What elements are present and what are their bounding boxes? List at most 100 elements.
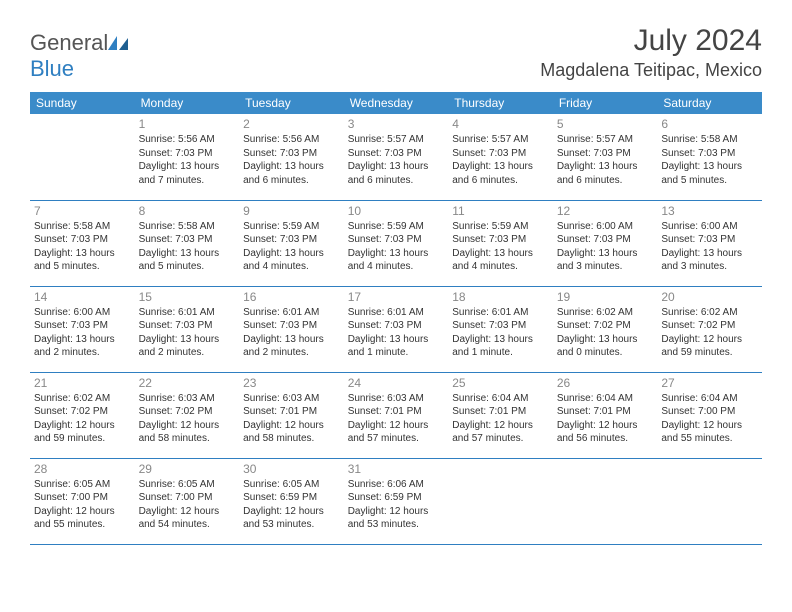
day-detail-line: Daylight: 13 hours and 2 minutes. [34,333,131,360]
day-detail-line: Sunrise: 6:03 AM [243,392,340,406]
day-detail-line: Daylight: 13 hours and 3 minutes. [557,247,654,274]
day-detail-line: Daylight: 13 hours and 2 minutes. [139,333,236,360]
day-detail-line: Sunrise: 5:59 AM [452,220,549,234]
calendar-day-cell: 25Sunrise: 6:04 AMSunset: 7:01 PMDayligh… [448,372,553,458]
day-header-row: Sunday Monday Tuesday Wednesday Thursday… [30,92,762,114]
day-detail-line: Sunset: 7:01 PM [243,405,340,419]
day-number: 23 [243,375,340,391]
day-detail-line: Sunrise: 6:03 AM [139,392,236,406]
calendar-day-cell: 4Sunrise: 5:57 AMSunset: 7:03 PMDaylight… [448,114,553,200]
calendar-day-cell: 21Sunrise: 6:02 AMSunset: 7:02 PMDayligh… [30,372,135,458]
calendar-table: Sunday Monday Tuesday Wednesday Thursday… [30,92,762,545]
day-number: 22 [139,375,236,391]
day-detail-line: Sunrise: 6:01 AM [348,306,445,320]
title-block: July 2024 Magdalena Teitipac, Mexico [540,24,762,81]
day-detail-line: Sunset: 6:59 PM [243,491,340,505]
calendar-week-row: 21Sunrise: 6:02 AMSunset: 7:02 PMDayligh… [30,372,762,458]
calendar-day-cell [30,114,135,200]
day-number: 8 [139,203,236,219]
day-detail-line: Sunrise: 5:57 AM [348,133,445,147]
calendar-day-cell: 20Sunrise: 6:02 AMSunset: 7:02 PMDayligh… [657,286,762,372]
day-detail-line: Sunset: 7:02 PM [557,319,654,333]
day-detail-line: Sunset: 7:03 PM [34,319,131,333]
calendar-week-row: 1Sunrise: 5:56 AMSunset: 7:03 PMDaylight… [30,114,762,200]
day-header: Friday [553,92,658,114]
day-header: Thursday [448,92,553,114]
page-header: General Blue July 2024 Magdalena Teitipa… [30,24,762,82]
day-detail-line: Sunset: 7:03 PM [452,319,549,333]
day-detail-line: Daylight: 13 hours and 5 minutes. [661,160,758,187]
day-detail-line: Sunrise: 5:57 AM [557,133,654,147]
day-detail-line: Sunset: 7:03 PM [34,233,131,247]
day-header: Saturday [657,92,762,114]
day-detail-line: Sunrise: 6:01 AM [139,306,236,320]
day-detail-line: Daylight: 13 hours and 1 minute. [348,333,445,360]
calendar-day-cell: 18Sunrise: 6:01 AMSunset: 7:03 PMDayligh… [448,286,553,372]
day-detail-line: Sunrise: 5:56 AM [139,133,236,147]
day-detail-line: Sunset: 7:03 PM [661,233,758,247]
day-detail-line: Sunset: 7:03 PM [557,147,654,161]
day-detail-line: Sunrise: 5:56 AM [243,133,340,147]
day-number: 12 [557,203,654,219]
day-number: 17 [348,289,445,305]
day-detail-line: Daylight: 13 hours and 4 minutes. [348,247,445,274]
calendar-body: 1Sunrise: 5:56 AMSunset: 7:03 PMDaylight… [30,114,762,544]
day-number: 7 [34,203,131,219]
day-number: 20 [661,289,758,305]
day-detail-line: Daylight: 12 hours and 54 minutes. [139,505,236,532]
calendar-day-cell: 15Sunrise: 6:01 AMSunset: 7:03 PMDayligh… [135,286,240,372]
day-number: 18 [452,289,549,305]
calendar-head: Sunday Monday Tuesday Wednesday Thursday… [30,92,762,114]
calendar-day-cell: 28Sunrise: 6:05 AMSunset: 7:00 PMDayligh… [30,458,135,544]
day-detail-line: Daylight: 13 hours and 6 minutes. [348,160,445,187]
day-number: 10 [348,203,445,219]
day-number: 24 [348,375,445,391]
day-number: 28 [34,461,131,477]
day-detail-line: Daylight: 13 hours and 4 minutes. [452,247,549,274]
calendar-day-cell: 3Sunrise: 5:57 AMSunset: 7:03 PMDaylight… [344,114,449,200]
day-header: Wednesday [344,92,449,114]
day-detail-line: Sunset: 7:00 PM [34,491,131,505]
day-detail-line: Daylight: 12 hours and 57 minutes. [348,419,445,446]
day-detail-line: Sunset: 7:03 PM [243,319,340,333]
calendar-day-cell: 1Sunrise: 5:56 AMSunset: 7:03 PMDaylight… [135,114,240,200]
logo: General Blue [30,24,128,82]
day-detail-line: Daylight: 13 hours and 7 minutes. [139,160,236,187]
day-detail-line: Sunset: 7:03 PM [243,233,340,247]
day-detail-line: Sunrise: 5:59 AM [243,220,340,234]
day-detail-line: Sunrise: 5:57 AM [452,133,549,147]
day-number: 9 [243,203,340,219]
logo-word2: Blue [30,56,74,81]
day-detail-line: Sunset: 6:59 PM [348,491,445,505]
day-detail-line: Sunrise: 6:02 AM [34,392,131,406]
day-detail-line: Sunrise: 6:05 AM [139,478,236,492]
calendar-day-cell: 12Sunrise: 6:00 AMSunset: 7:03 PMDayligh… [553,200,658,286]
day-detail-line: Sunset: 7:03 PM [243,147,340,161]
day-detail-line: Sunset: 7:03 PM [452,233,549,247]
day-detail-line: Sunrise: 6:06 AM [348,478,445,492]
day-detail-line: Daylight: 13 hours and 3 minutes. [661,247,758,274]
day-detail-line: Daylight: 13 hours and 6 minutes. [243,160,340,187]
day-detail-line: Sunset: 7:03 PM [139,319,236,333]
calendar-day-cell: 11Sunrise: 5:59 AMSunset: 7:03 PMDayligh… [448,200,553,286]
calendar-day-cell: 6Sunrise: 5:58 AMSunset: 7:03 PMDaylight… [657,114,762,200]
day-detail-line: Daylight: 13 hours and 5 minutes. [34,247,131,274]
day-detail-line: Daylight: 12 hours and 53 minutes. [243,505,340,532]
day-detail-line: Daylight: 13 hours and 4 minutes. [243,247,340,274]
day-detail-line: Daylight: 13 hours and 2 minutes. [243,333,340,360]
day-number: 11 [452,203,549,219]
calendar-day-cell: 16Sunrise: 6:01 AMSunset: 7:03 PMDayligh… [239,286,344,372]
calendar-page: General Blue July 2024 Magdalena Teitipa… [0,0,792,565]
day-detail-line: Sunset: 7:02 PM [661,319,758,333]
day-detail-line: Sunset: 7:03 PM [661,147,758,161]
day-detail-line: Sunrise: 5:59 AM [348,220,445,234]
day-detail-line: Sunrise: 6:02 AM [557,306,654,320]
calendar-day-cell: 30Sunrise: 6:05 AMSunset: 6:59 PMDayligh… [239,458,344,544]
calendar-day-cell: 26Sunrise: 6:04 AMSunset: 7:01 PMDayligh… [553,372,658,458]
day-number: 15 [139,289,236,305]
calendar-day-cell: 9Sunrise: 5:59 AMSunset: 7:03 PMDaylight… [239,200,344,286]
day-detail-line: Sunset: 7:02 PM [139,405,236,419]
day-detail-line: Sunrise: 6:05 AM [34,478,131,492]
day-detail-line: Daylight: 12 hours and 59 minutes. [661,333,758,360]
day-detail-line: Sunrise: 6:03 AM [348,392,445,406]
